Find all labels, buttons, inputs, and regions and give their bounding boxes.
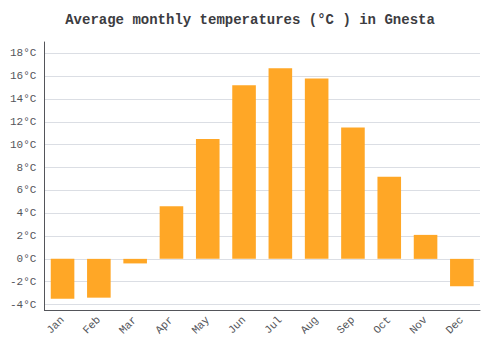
- svg-text:6°C: 6°C: [17, 184, 37, 196]
- svg-text:Average monthly temperatures (: Average monthly temperatures (°C ) in Gn…: [65, 12, 435, 28]
- svg-text:May: May: [190, 314, 213, 337]
- svg-text:8°C: 8°C: [17, 162, 37, 174]
- svg-text:Jun: Jun: [226, 314, 248, 336]
- svg-text:4°C: 4°C: [17, 207, 37, 219]
- svg-text:0°C: 0°C: [17, 253, 37, 265]
- svg-text:10°C: 10°C: [10, 139, 37, 151]
- svg-text:-2°C: -2°C: [10, 276, 37, 288]
- svg-text:Jul: Jul: [262, 314, 284, 336]
- svg-text:Feb: Feb: [81, 314, 103, 336]
- svg-text:12°C: 12°C: [10, 116, 37, 128]
- svg-text:18°C: 18°C: [10, 47, 37, 59]
- svg-text:Apr: Apr: [153, 314, 175, 336]
- svg-text:2°C: 2°C: [17, 230, 37, 242]
- svg-text:Nov: Nov: [407, 314, 430, 337]
- svg-text:Jan: Jan: [44, 314, 66, 336]
- svg-text:16°C: 16°C: [10, 70, 37, 82]
- svg-text:Dec: Dec: [444, 314, 466, 336]
- svg-text:Mar: Mar: [117, 314, 139, 336]
- svg-text:-4°C: -4°C: [10, 299, 37, 311]
- svg-text:Oct: Oct: [371, 314, 393, 336]
- svg-text:Sep: Sep: [335, 314, 357, 336]
- svg-text:14°C: 14°C: [10, 93, 37, 105]
- svg-text:Aug: Aug: [298, 314, 320, 336]
